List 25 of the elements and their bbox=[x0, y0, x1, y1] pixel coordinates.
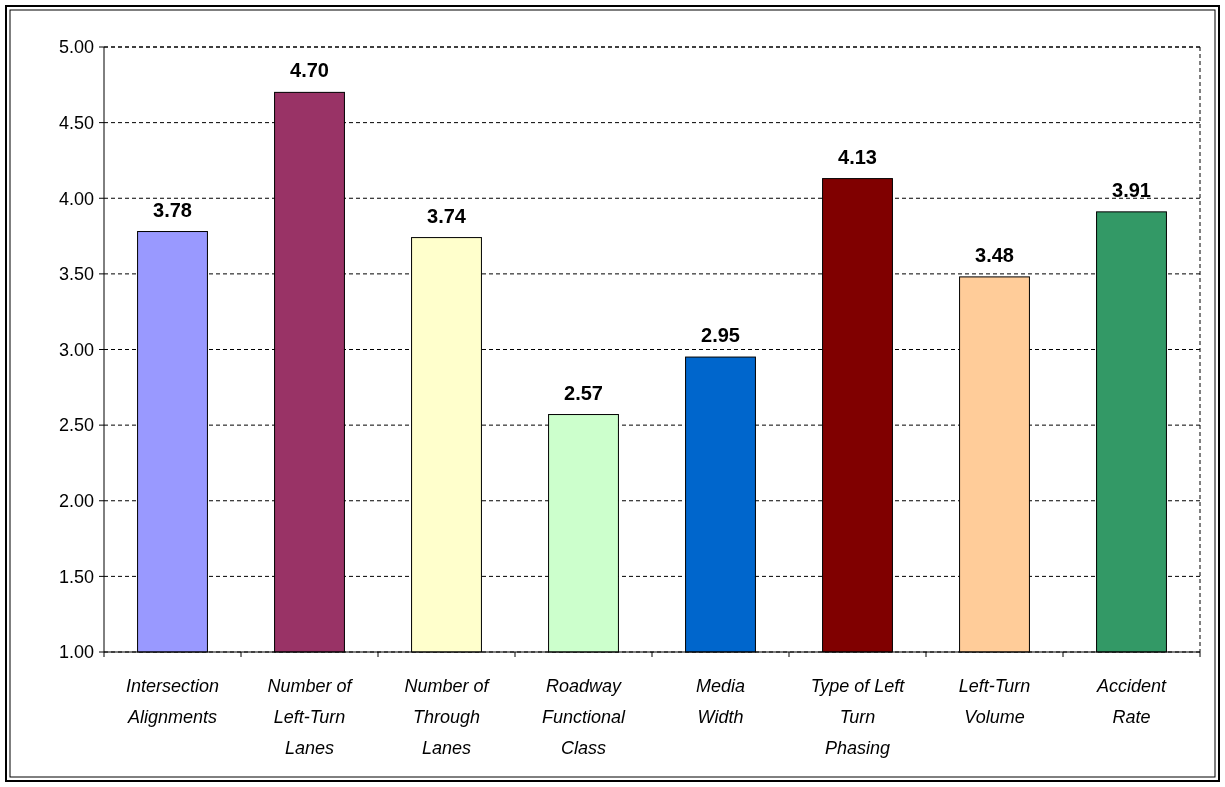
data-label: 2.57 bbox=[564, 381, 603, 404]
x-tick-label: Intersection Alignments bbox=[125, 676, 220, 727]
x-tick-label: Accident Rate bbox=[1095, 676, 1168, 727]
data-label: 2.95 bbox=[701, 324, 740, 347]
y-tick-label: 2.50 bbox=[58, 415, 94, 436]
data-label: 3.91 bbox=[1112, 178, 1151, 201]
data-label: 4.13 bbox=[838, 145, 877, 168]
y-tick-label: 1.50 bbox=[58, 566, 94, 587]
y-tick-label: 3.50 bbox=[58, 264, 94, 285]
x-tick-label: Number of Through Lanes bbox=[404, 676, 491, 758]
y-tick-label: 3.00 bbox=[58, 339, 94, 360]
x-tick-label: Type of Left Turn Phasing bbox=[810, 676, 906, 758]
y-tick-label: 2.00 bbox=[58, 491, 94, 512]
y-tick-label: 4.50 bbox=[58, 112, 94, 133]
y-tick-label: 4.00 bbox=[58, 188, 94, 209]
x-tick-label: Roadway Functional Class bbox=[541, 676, 627, 758]
data-label: 4.70 bbox=[290, 59, 329, 82]
y-tick-label: 1.00 bbox=[58, 642, 94, 663]
data-label: 3.74 bbox=[427, 204, 467, 227]
data-label: 3.78 bbox=[153, 198, 192, 221]
x-tick-label: Media Width bbox=[695, 676, 746, 727]
y-tick-label: 5.00 bbox=[58, 37, 94, 58]
x-tick-label: Number of Left-Turn Lanes bbox=[267, 676, 354, 758]
x-tick-label: Left-Turn Volume bbox=[958, 676, 1031, 727]
data-label: 3.48 bbox=[975, 243, 1014, 266]
